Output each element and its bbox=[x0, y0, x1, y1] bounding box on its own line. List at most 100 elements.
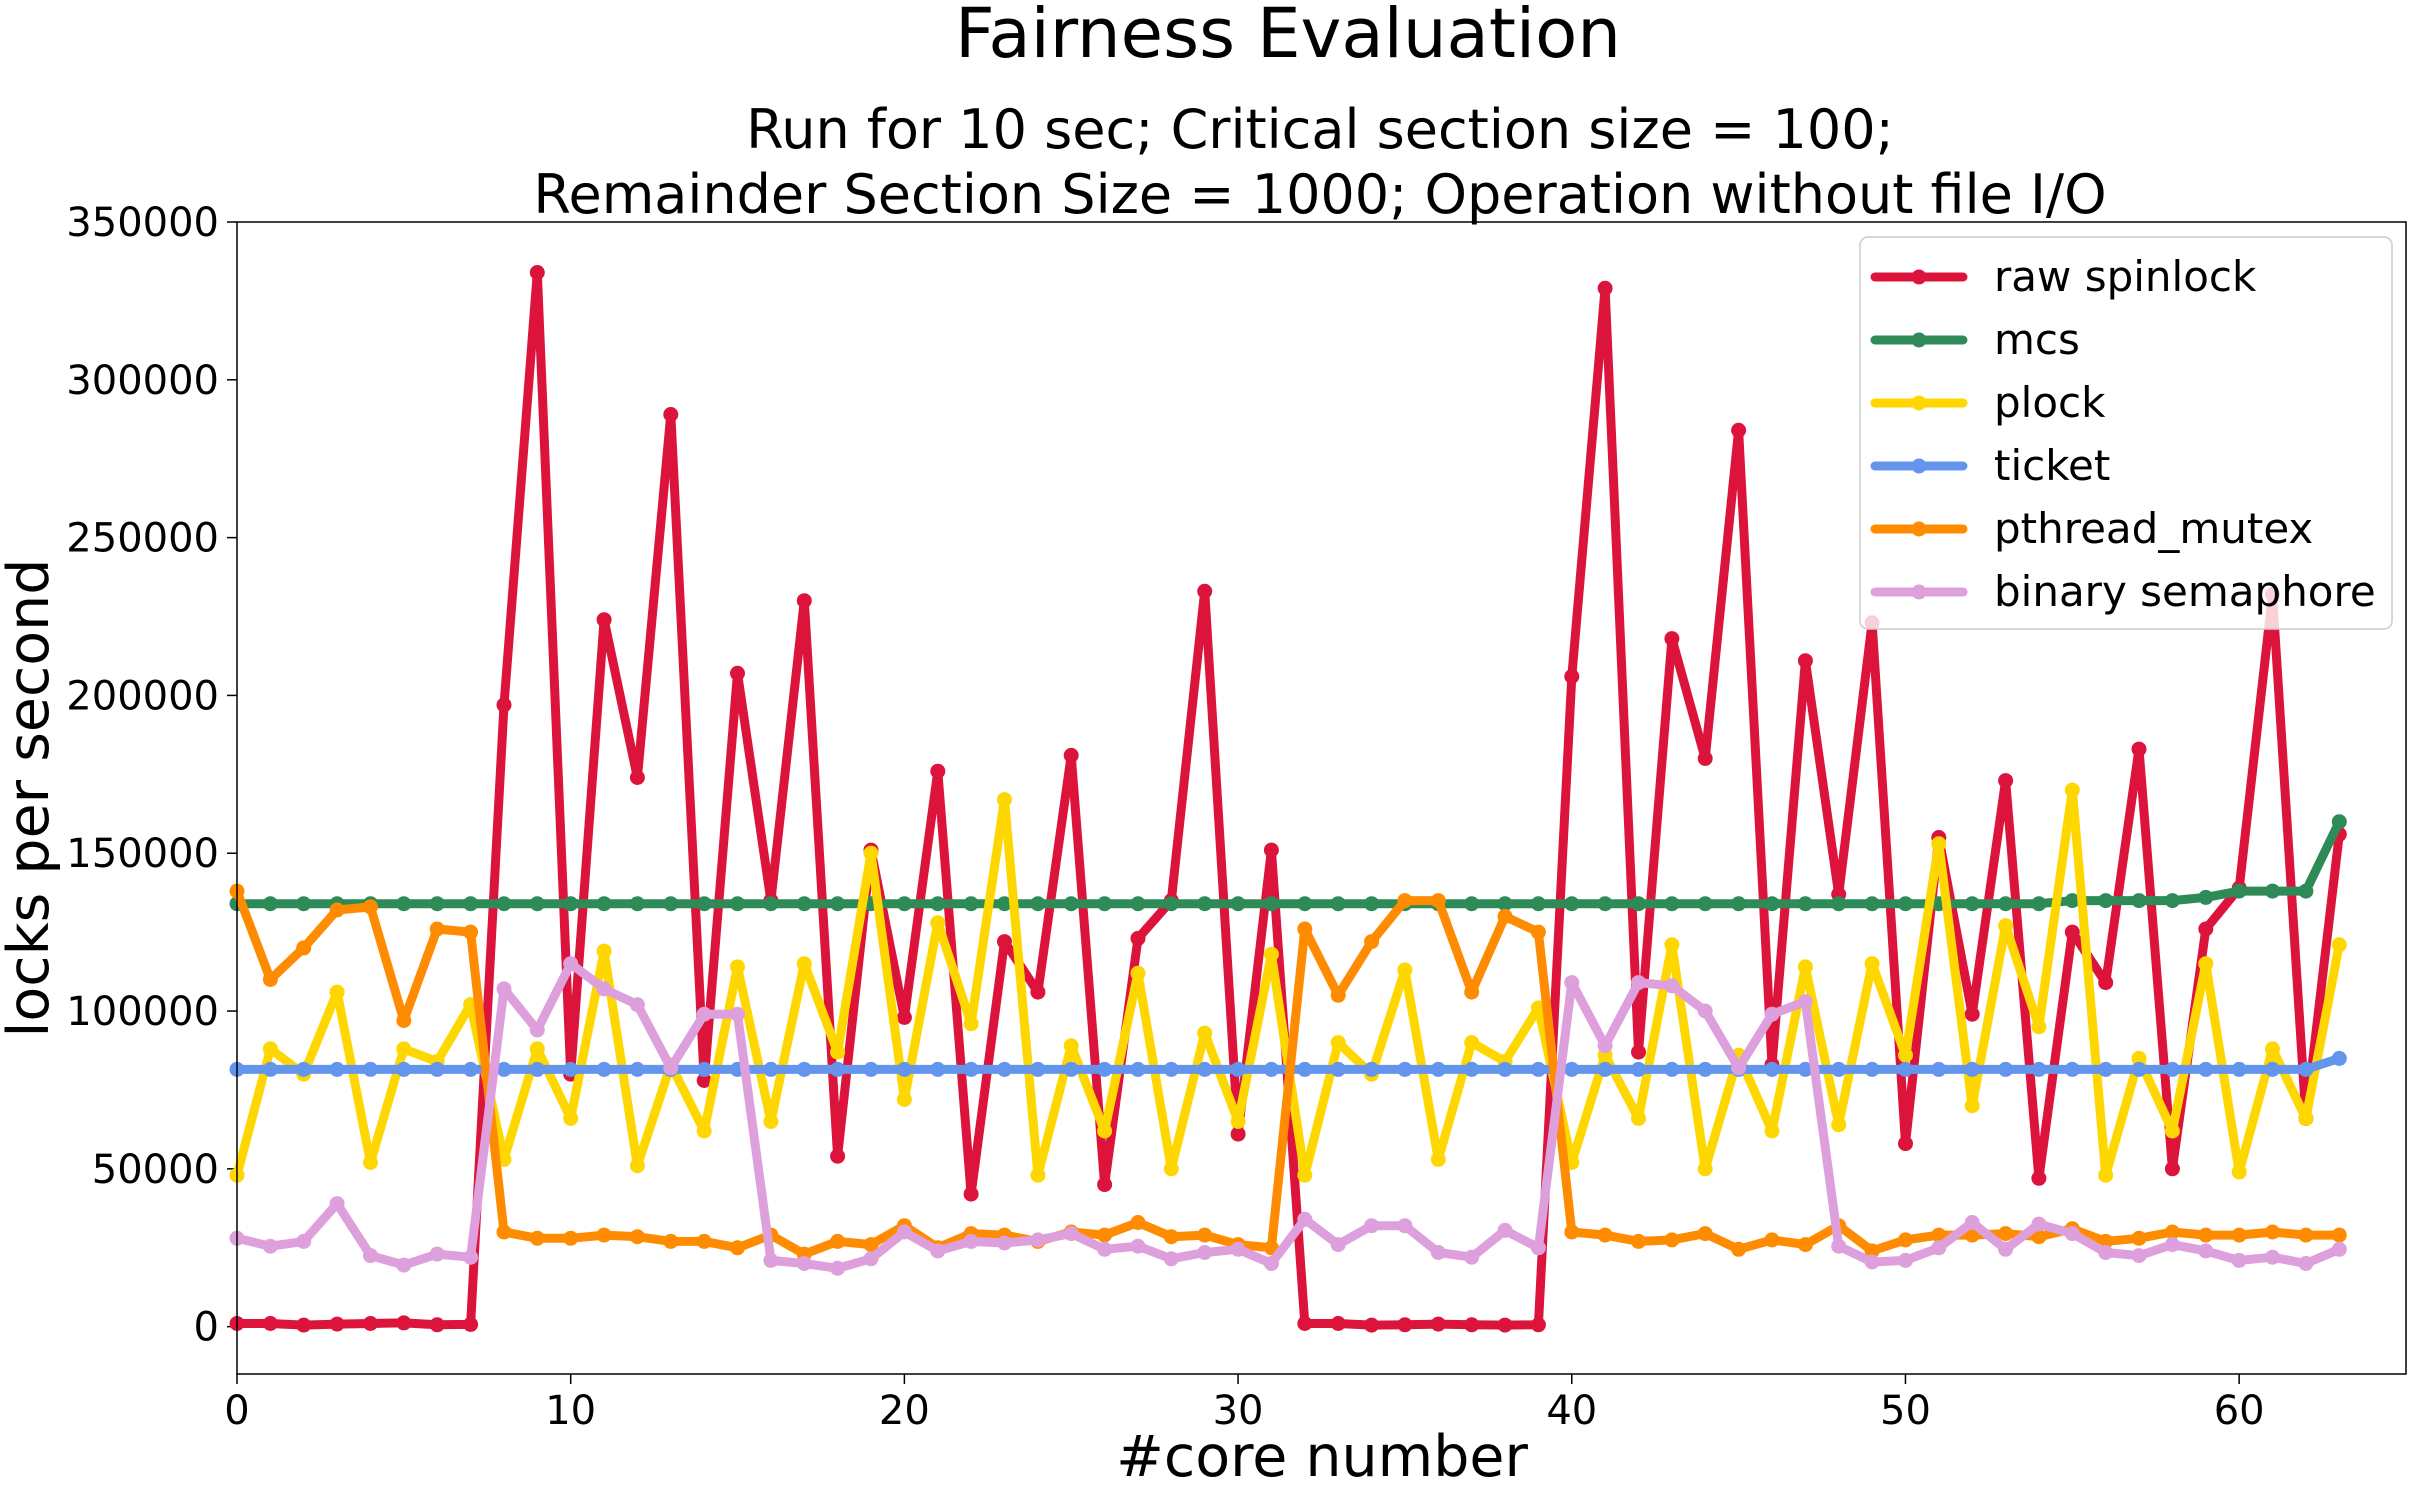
data-point-mcs bbox=[1330, 896, 1346, 912]
data-point-pthread-mutex bbox=[1964, 1227, 1980, 1243]
data-point-ticket bbox=[629, 1061, 645, 1077]
data-point-mcs bbox=[1063, 896, 1079, 912]
data-point-ticket bbox=[596, 1061, 612, 1077]
data-point-plock bbox=[1998, 918, 2014, 934]
data-point-binary-semaphore bbox=[1564, 975, 1580, 991]
data-point-binary-semaphore bbox=[1030, 1232, 1046, 1248]
data-point-pthread-mutex bbox=[1163, 1229, 1179, 1245]
data-point-binary-semaphore bbox=[1998, 1241, 2014, 1257]
data-point-binary-semaphore bbox=[1664, 978, 1680, 994]
data-point-mcs bbox=[1731, 896, 1747, 912]
x-tick-label: 50 bbox=[1880, 1388, 1931, 1434]
data-point-binary-semaphore bbox=[496, 981, 512, 997]
data-point-binary-semaphore bbox=[596, 981, 612, 997]
data-point-mcs bbox=[2064, 893, 2080, 909]
data-point-raw-spinlock bbox=[796, 593, 812, 609]
legend-marker bbox=[1911, 332, 1927, 348]
data-point-mcs bbox=[2031, 896, 2047, 912]
data-point-binary-semaphore bbox=[1097, 1241, 1113, 1257]
data-point-raw-spinlock bbox=[1230, 1126, 1246, 1142]
data-point-mcs bbox=[930, 896, 946, 912]
data-point-ticket bbox=[1130, 1061, 1146, 1077]
legend-marker bbox=[1911, 458, 1927, 474]
data-point-pthread-mutex bbox=[1631, 1233, 1646, 1249]
data-point-mcs bbox=[1831, 896, 1847, 912]
y-tick-label: 350000 bbox=[66, 200, 219, 246]
data-point-pthread-mutex bbox=[1864, 1243, 1880, 1259]
data-point-raw-spinlock bbox=[2198, 921, 2214, 937]
data-point-raw-spinlock bbox=[329, 1316, 345, 1332]
data-point-plock bbox=[2064, 782, 2080, 798]
series-line-binary-semaphore bbox=[232, 959, 2344, 1273]
data-point-pthread-mutex bbox=[1464, 984, 1480, 1000]
data-point-plock bbox=[1797, 959, 1813, 975]
legend-label: ticket bbox=[1994, 441, 2110, 490]
data-point-ticket bbox=[1998, 1061, 2014, 1077]
data-point-binary-semaphore bbox=[2231, 1252, 2247, 1268]
data-point-mcs bbox=[1797, 896, 1813, 912]
x-tick-label: 30 bbox=[1213, 1388, 1264, 1434]
data-point-binary-semaphore bbox=[429, 1246, 445, 1262]
data-point-binary-semaphore bbox=[629, 997, 645, 1013]
y-tick-label: 250000 bbox=[66, 516, 219, 562]
data-point-mcs bbox=[1364, 896, 1380, 912]
data-point-ticket bbox=[262, 1061, 278, 1077]
data-point-pthread-mutex bbox=[329, 902, 345, 918]
data-point-binary-semaphore bbox=[2164, 1237, 2180, 1253]
data-point-raw-spinlock bbox=[1297, 1316, 1313, 1331]
data-point-pthread-mutex bbox=[1998, 1226, 2014, 1242]
data-point-binary-semaphore bbox=[1230, 1241, 1246, 1257]
legend-label: mcs bbox=[1994, 315, 2080, 364]
data-point-plock bbox=[963, 1016, 979, 1032]
data-point-pthread-mutex bbox=[363, 899, 378, 915]
data-point-plock bbox=[1097, 1123, 1113, 1139]
data-point-mcs bbox=[1764, 896, 1780, 912]
data-point-pthread-mutex bbox=[663, 1233, 679, 1249]
data-point-binary-semaphore bbox=[329, 1196, 345, 1212]
data-point-plock bbox=[1263, 946, 1279, 962]
data-point-ticket bbox=[1097, 1061, 1113, 1077]
data-point-pthread-mutex bbox=[2231, 1227, 2247, 1243]
legend-item-raw-spinlock: raw spinlock bbox=[1870, 252, 2257, 301]
data-point-mcs bbox=[796, 896, 812, 912]
data-point-plock bbox=[1631, 1110, 1646, 1126]
data-point-pthread-mutex bbox=[1731, 1241, 1747, 1257]
data-point-ticket bbox=[696, 1061, 712, 1077]
data-point-pthread-mutex bbox=[629, 1229, 645, 1245]
data-point-ticket bbox=[2064, 1061, 2080, 1077]
legend-marker bbox=[1911, 521, 1927, 537]
data-point-binary-semaphore bbox=[1797, 994, 1813, 1010]
data-point-pthread-mutex bbox=[1898, 1232, 1913, 1248]
data-point-pthread-mutex bbox=[863, 1237, 879, 1253]
data-point-ticket bbox=[1797, 1061, 1813, 1077]
plot-series bbox=[229, 265, 2347, 1333]
data-point-binary-semaphore bbox=[563, 956, 579, 972]
data-point-pthread-mutex bbox=[596, 1227, 612, 1243]
data-point-raw-spinlock bbox=[1464, 1317, 1480, 1333]
data-point-pthread-mutex bbox=[1130, 1215, 1146, 1230]
data-point-ticket bbox=[2265, 1061, 2280, 1077]
data-point-plock bbox=[763, 1114, 779, 1129]
data-point-raw-spinlock bbox=[1731, 422, 1747, 438]
legend: raw spinlock mcs plock ticket pthread_mutexb… bbox=[1859, 236, 2393, 630]
data-point-plock bbox=[1931, 836, 1947, 852]
data-point-pthread-mutex bbox=[1764, 1232, 1780, 1248]
data-point-raw-spinlock bbox=[2031, 1170, 2047, 1186]
data-point-ticket bbox=[1364, 1061, 1380, 1077]
data-point-pthread-mutex bbox=[1197, 1227, 1213, 1243]
legend-item-ticket: ticket bbox=[1870, 441, 2110, 490]
legend-item-mcs: mcs bbox=[1870, 315, 2080, 364]
data-point-binary-semaphore bbox=[930, 1243, 946, 1259]
legend-marker bbox=[1911, 584, 1927, 600]
data-point-mcs bbox=[2131, 893, 2147, 909]
data-point-ticket bbox=[1297, 1061, 1313, 1077]
data-point-pthread-mutex bbox=[429, 921, 445, 937]
data-point-binary-semaphore bbox=[1631, 975, 1646, 991]
data-point-ticket bbox=[463, 1061, 479, 1077]
data-point-plock bbox=[796, 956, 812, 972]
plot-frame bbox=[236, 221, 2407, 1375]
data-point-mcs bbox=[2231, 883, 2247, 899]
data-point-ticket bbox=[429, 1061, 445, 1077]
data-point-ticket bbox=[1030, 1061, 1046, 1077]
data-point-plock bbox=[529, 1041, 545, 1057]
